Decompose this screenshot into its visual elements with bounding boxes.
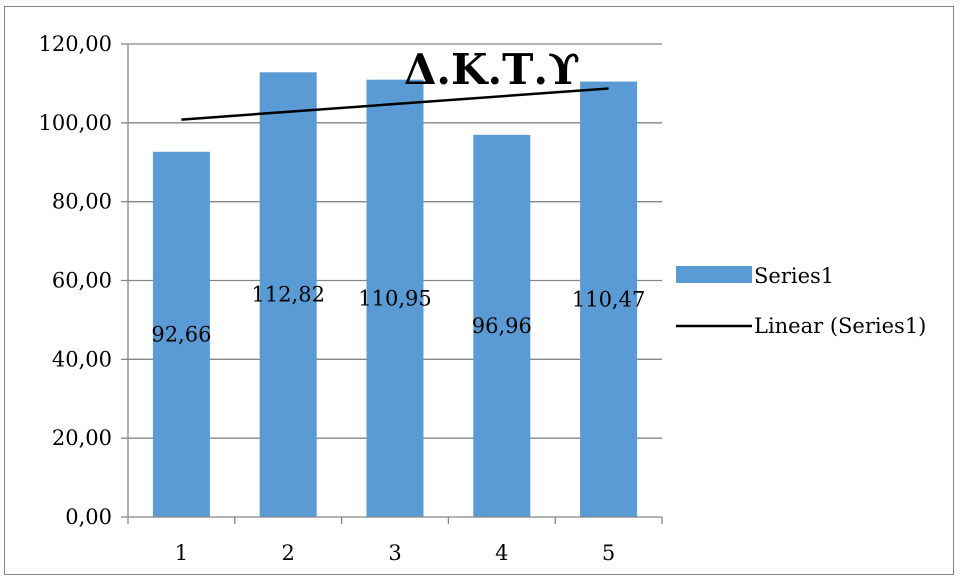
y-tick-label: 100,00	[39, 111, 112, 135]
data-label: 110,95	[358, 286, 431, 310]
x-tick-label: 2	[282, 541, 295, 565]
data-labels: 92,66 112,82 110,95 96,96 110,47	[151, 283, 645, 347]
trendline-layer	[181, 87, 609, 121]
bars	[152, 72, 638, 518]
bar	[473, 134, 531, 518]
bar	[259, 72, 317, 517]
legend: Series1 Linear (Series1)	[676, 264, 926, 338]
trendline	[181, 87, 609, 121]
bar	[152, 151, 210, 517]
y-tick-label: 120,00	[39, 32, 112, 56]
data-label: 92,66	[151, 322, 211, 346]
legend-swatch-series1	[676, 266, 752, 283]
chart-title: Δ.Κ.Τ.ϒ	[404, 45, 580, 94]
y-tick-label: 20,00	[52, 426, 112, 450]
x-tick-label: 3	[388, 541, 401, 565]
x-tick-label: 5	[602, 541, 615, 565]
legend-label-trendline: Linear (Series1)	[754, 314, 926, 338]
data-label: 112,82	[251, 283, 324, 307]
axes: 0,00 20,00 40,00 60,00 80,00 100,00 120,00 1 2 3 4…	[39, 32, 663, 565]
x-tick-label: 4	[495, 541, 508, 565]
y-tick-label: 80,00	[52, 190, 112, 214]
x-tick-label: 1	[175, 541, 188, 565]
y-tick-label: 40,00	[52, 347, 112, 371]
data-label: 110,47	[572, 287, 645, 311]
y-tick-label: 60,00	[52, 269, 112, 293]
y-tick-label: 0,00	[65, 505, 112, 529]
legend-label-series1: Series1	[754, 264, 834, 288]
data-label: 96,96	[472, 314, 532, 338]
bar	[366, 79, 424, 517]
bar	[580, 81, 638, 517]
